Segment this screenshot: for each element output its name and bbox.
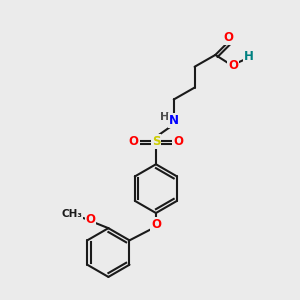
Text: O: O — [129, 135, 139, 148]
Text: O: O — [228, 59, 238, 72]
Text: H: H — [160, 112, 170, 122]
Text: N: N — [169, 114, 179, 127]
Text: O: O — [224, 32, 234, 44]
Text: S: S — [152, 135, 160, 148]
Text: O: O — [85, 213, 96, 226]
Text: O: O — [173, 135, 183, 148]
Text: H: H — [244, 50, 254, 64]
Text: O: O — [151, 218, 161, 231]
Text: CH₃: CH₃ — [61, 209, 82, 219]
